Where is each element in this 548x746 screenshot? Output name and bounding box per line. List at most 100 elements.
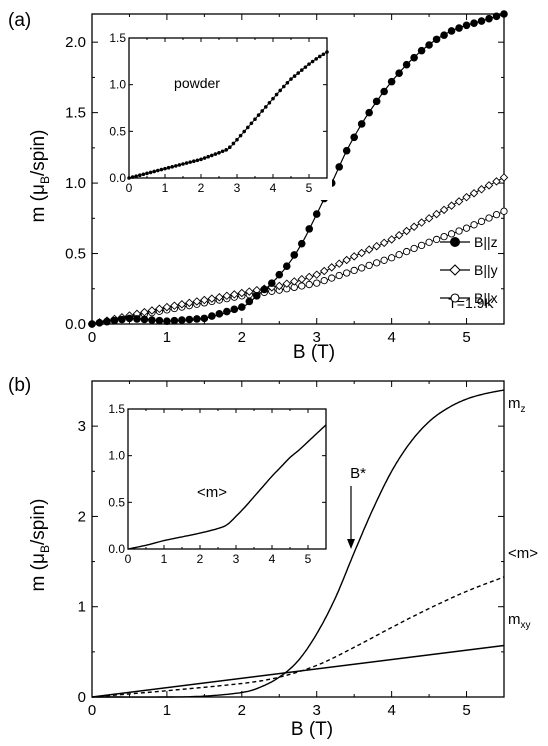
point-bx <box>425 238 433 246</box>
panel-a-label: (a) <box>8 10 31 31</box>
inset-a-point <box>292 74 297 78</box>
panel-a-ytick-label: 1.0 <box>65 175 86 192</box>
inset-b-xtick-label: 4 <box>269 552 276 566</box>
point-by <box>432 209 441 219</box>
inset-a-ytick-label: 0.5 <box>109 124 126 138</box>
point-by <box>327 263 336 272</box>
inset-a-point <box>303 65 308 69</box>
point-bz <box>380 87 388 96</box>
panel-b-ytick-label: 3 <box>78 418 86 435</box>
inset-a-point <box>195 158 200 163</box>
inset-a-point <box>289 77 293 81</box>
point-by <box>170 301 179 310</box>
inset-b-xtick-label: 3 <box>233 552 240 566</box>
point-bz <box>350 133 358 142</box>
legend-label-z: B||z <box>474 234 498 250</box>
inset-b-axes: 0 1 2 3 4 5 0.0 0.5 1.0 1.5 <box>108 402 327 566</box>
bstar-arrow-head <box>347 539 355 549</box>
point-by <box>409 222 419 232</box>
inset-a-point <box>282 84 286 89</box>
point-bz <box>290 251 299 259</box>
point-bz <box>133 315 141 323</box>
point-bx <box>455 227 463 235</box>
inset-b-line <box>127 424 327 550</box>
point-bz <box>252 292 261 300</box>
inset-a-axes: 0 1 2 3 4 5 0.0 0.5 1.0 1.5 <box>109 31 328 195</box>
point-bz <box>410 53 418 62</box>
inset-a-point <box>253 117 257 121</box>
point-by <box>304 272 314 282</box>
inset-a-ytick-label: 1.5 <box>109 31 126 45</box>
inset-a-point <box>238 133 243 138</box>
panel-b-xtick-label: 5 <box>462 702 470 719</box>
panel-a-ytick-label: 0.5 <box>65 246 86 263</box>
legend-marker-z <box>450 237 460 247</box>
inset-a-point <box>249 121 254 126</box>
point-bz <box>238 303 246 311</box>
point-bz <box>305 225 314 233</box>
point-bz <box>425 41 433 49</box>
bstar-arrow: B* <box>347 465 366 549</box>
mz-curve <box>92 389 505 698</box>
inset-a-point <box>127 176 131 180</box>
point-by <box>215 292 224 302</box>
point-by <box>177 300 187 309</box>
point-bx <box>365 261 373 270</box>
legend: B||z B||y B||x <box>440 234 498 306</box>
inset-b-background <box>117 401 331 571</box>
point-bx <box>387 254 396 262</box>
point-bz <box>230 305 239 314</box>
point-bz <box>312 210 321 218</box>
inset-a-point <box>163 166 167 171</box>
point-by <box>237 288 247 298</box>
point-by <box>484 181 494 190</box>
point-bz <box>148 316 156 324</box>
panel-b-axes: 0 1 2 3 4 5 0 1 2 3 <box>78 380 505 719</box>
panel-a-xtick-label: 5 <box>462 329 470 346</box>
point-bz <box>103 317 111 326</box>
inset-a-point <box>325 50 329 54</box>
point-bx <box>313 279 321 287</box>
inset-a-point <box>134 174 138 178</box>
mz-label: mz <box>508 395 526 415</box>
inset-a-point <box>166 165 171 170</box>
point-bx <box>462 224 471 232</box>
legend-marker-x <box>450 293 460 303</box>
point-by <box>372 241 381 251</box>
inset-a-point <box>314 57 319 61</box>
inset-a-point <box>156 168 160 173</box>
inset-a-point <box>285 81 290 85</box>
panel-b-ylabel: m (μB/spin) <box>28 499 52 592</box>
point-bz <box>245 297 254 306</box>
point-by <box>349 252 359 261</box>
point-by <box>342 255 351 265</box>
point-bx <box>380 256 388 264</box>
point-by <box>334 259 344 268</box>
inset-a-point <box>246 125 250 130</box>
point-bx <box>350 266 358 275</box>
point-bx <box>432 235 441 244</box>
point-bz <box>110 316 119 325</box>
point-bz <box>282 262 291 271</box>
point-bz <box>275 270 284 279</box>
point-by <box>162 302 172 312</box>
point-by <box>319 266 329 276</box>
point-bz <box>372 97 381 106</box>
inset-b-xtick-label: 1 <box>161 552 168 566</box>
point-bz <box>155 316 164 325</box>
point-by <box>492 177 501 186</box>
point-by <box>192 297 202 306</box>
point-bx <box>500 207 508 215</box>
point-by <box>364 245 374 254</box>
inset-a-ytick-label: 0.0 <box>109 171 126 185</box>
point-by <box>200 295 209 305</box>
point-bz <box>223 307 231 316</box>
point-bx <box>470 221 478 229</box>
inset-a-point <box>231 141 236 146</box>
mavg-curve <box>91 576 505 698</box>
point-bz <box>140 315 149 324</box>
point-by <box>155 304 164 314</box>
point-by <box>312 270 321 279</box>
panel-a-ytick-label: 2.0 <box>65 34 86 51</box>
